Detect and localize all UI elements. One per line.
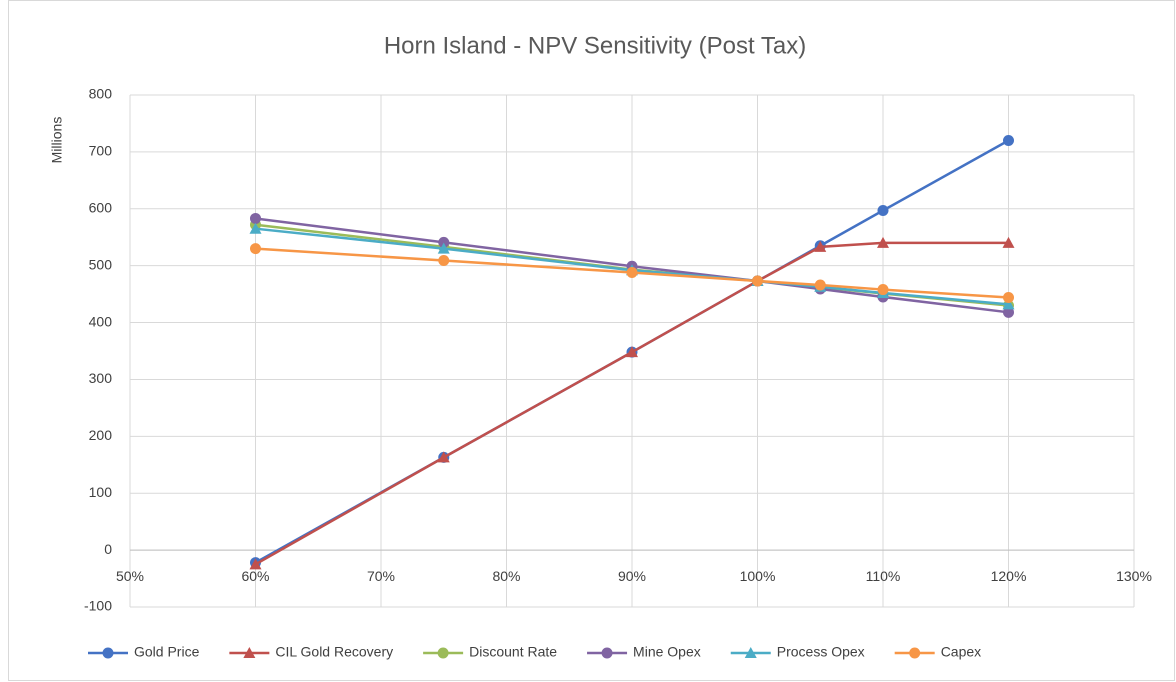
y-tick-label: 300: [89, 370, 113, 386]
legend-label: Process Opex: [777, 644, 865, 660]
data-point: [1003, 292, 1014, 304]
data-point: [877, 236, 889, 248]
x-tick-label: 130%: [1116, 568, 1152, 584]
y-tick-label: 200: [89, 427, 113, 443]
legend-marker: [437, 647, 449, 659]
legend-label: Mine Opex: [633, 644, 701, 660]
legend-marker: [601, 647, 613, 659]
data-point: [250, 243, 261, 255]
y-axis-label: Millions: [49, 117, 65, 164]
y-tick-label: 400: [89, 313, 113, 329]
data-point: [877, 204, 889, 216]
data-point: [1002, 298, 1015, 310]
y-tick-label: 100: [89, 484, 113, 500]
data-point: [438, 236, 450, 248]
data-point: [1002, 236, 1015, 248]
y-tick-label: -100: [84, 598, 112, 614]
data-point: [1003, 306, 1014, 318]
data-point: [626, 266, 638, 278]
chart-frame: [8, 0, 1175, 681]
legend-marker: [744, 647, 757, 658]
data-point: [438, 255, 450, 267]
data-point: [814, 279, 826, 291]
x-tick-label: 70%: [367, 568, 395, 584]
data-point: [814, 240, 827, 252]
x-tick-label: 100%: [740, 568, 776, 584]
y-tick-label: 600: [89, 199, 113, 215]
x-tick-label: 50%: [116, 568, 144, 584]
x-tick-label: 80%: [492, 568, 520, 584]
x-tick-label: 110%: [866, 568, 901, 584]
data-point: [250, 212, 261, 224]
y-tick-label: 800: [89, 86, 113, 102]
data-point: [877, 284, 889, 296]
x-tick-label: 120%: [991, 568, 1027, 584]
y-tick-label: 500: [89, 256, 113, 272]
data-point: [249, 558, 262, 570]
legend-marker: [102, 647, 114, 659]
legend-label: CIL Gold Recovery: [275, 644, 393, 660]
data-point: [249, 222, 262, 234]
y-tick-label: 700: [89, 143, 113, 159]
legend-label: Discount Rate: [469, 644, 557, 660]
legend-label: Gold Price: [134, 644, 200, 660]
data-point: [626, 346, 638, 358]
x-tick-label: 90%: [618, 568, 646, 584]
data-point: [1003, 135, 1014, 147]
legend-label: Capex: [941, 644, 981, 660]
legend-marker: [909, 647, 921, 659]
y-tick-label: 0: [104, 541, 112, 557]
legend-marker: [243, 647, 256, 658]
data-point: [752, 275, 763, 287]
data-point: [437, 451, 450, 463]
x-tick-label: 60%: [241, 568, 269, 584]
data-point: [437, 242, 450, 254]
chart-title: Horn Island - NPV Sensitivity (Post Tax): [384, 32, 806, 59]
